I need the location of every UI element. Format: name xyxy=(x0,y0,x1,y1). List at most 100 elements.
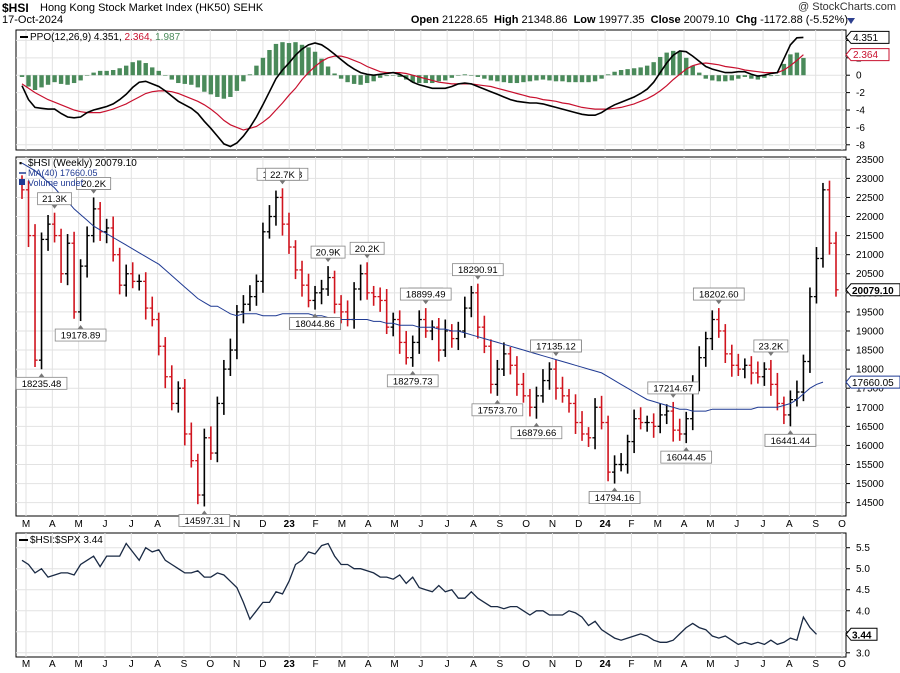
price-callout-box xyxy=(660,450,713,464)
ppo-histogram-bar xyxy=(286,43,292,76)
price-legend-swatch: ▪ xyxy=(19,158,22,168)
ppo-histogram-bar xyxy=(469,75,474,76)
price-tick-label: 16000 xyxy=(856,441,884,452)
price-callout-label: 14597.31 xyxy=(185,516,225,527)
price-x-tick-label: A xyxy=(365,519,372,530)
ppo-histogram-bar xyxy=(508,75,513,84)
price-x-tick-label: A xyxy=(681,519,688,530)
ratio-x-tick-label: A xyxy=(470,659,477,670)
ppo-histogram-bar xyxy=(390,75,396,76)
ppo-histogram-bar xyxy=(260,57,266,76)
price-callout-label: 18290.91 xyxy=(458,265,498,276)
ppo-histogram-bar xyxy=(143,63,148,76)
volume-legend-swatch xyxy=(19,179,25,185)
price-callout-label: 16044.45 xyxy=(666,453,706,464)
ppo-histogram-bar xyxy=(332,73,337,76)
ppo-histogram-bar xyxy=(104,70,109,76)
ppo-histogram-bar xyxy=(299,44,305,76)
high-label: High xyxy=(494,14,519,26)
price-x-tick-label: 24 xyxy=(600,519,612,530)
price-callout-box xyxy=(310,245,346,259)
price-x-tick-label: N xyxy=(233,519,240,530)
ppo-histogram-bar xyxy=(208,75,214,95)
price-callout-box xyxy=(471,403,524,417)
ppo-histogram-bar xyxy=(755,75,761,80)
callout-pointer xyxy=(670,393,677,398)
ratio-line xyxy=(21,542,817,646)
price-tick-label: 22000 xyxy=(856,212,884,223)
ppo-histogram-bar xyxy=(579,75,585,83)
open-label: Open xyxy=(410,14,439,26)
ppo-tick-label: -6 xyxy=(856,123,865,134)
price-callout-label: 17573.70 xyxy=(478,405,518,416)
price-callout-box xyxy=(178,514,231,527)
price-tick-label: 19500 xyxy=(856,307,884,318)
ratio-tick-label: 5.5 xyxy=(856,543,870,554)
price-x-tick-label: J xyxy=(445,519,450,530)
ratio-end-label: 3.44 xyxy=(852,630,872,641)
ppo-histogram-bar xyxy=(377,75,383,78)
ppo-histogram-bar xyxy=(202,75,207,92)
ppo-histogram-bar xyxy=(527,75,533,82)
ppo-histogram-bar xyxy=(794,52,800,76)
price-x-tick-label: J xyxy=(761,519,766,530)
ppo-histogram-bar xyxy=(52,75,57,83)
ratio-x-tick-label: J xyxy=(102,659,107,670)
price-callout-label: 17214.67 xyxy=(653,383,693,394)
change-label: Chg xyxy=(735,14,758,26)
price-callout-box xyxy=(530,339,582,353)
ratio-x-tick-label: S xyxy=(181,659,188,670)
ppo-histogram-bar xyxy=(456,75,461,76)
ppo-histogram-bar xyxy=(625,69,630,76)
instrument-title: Hong Kong Stock Market Index (HK50) xyxy=(40,2,231,14)
close-value: 20079.10 xyxy=(683,14,730,26)
callout-pointer xyxy=(364,254,371,259)
ppo-histogram-bar xyxy=(684,57,689,76)
callout-pointer xyxy=(77,325,84,330)
price-x-tick-label: A xyxy=(470,519,477,530)
price-end-label: 20079.10 xyxy=(852,286,894,297)
price-callout-label: 18899.49 xyxy=(406,290,446,301)
ratio-x-tick-label: M xyxy=(390,659,398,670)
ppo-histogram-bar xyxy=(293,42,298,76)
ma-end-label: 17660.05 xyxy=(852,378,894,389)
price-callout-box xyxy=(764,433,817,447)
price-callout-box xyxy=(265,167,300,181)
price-tick-label: 23500 xyxy=(856,155,884,166)
change-down-arrow-icon xyxy=(847,18,855,24)
price-x-tick-label: F xyxy=(312,519,318,530)
price-callout-label: 18279.73 xyxy=(393,376,433,387)
ppo-histogram-bar xyxy=(540,75,546,80)
price-callout-label: 22.7K xyxy=(270,170,295,181)
ppo-histogram-bar xyxy=(599,75,604,79)
ppo-histogram-bar xyxy=(592,75,598,82)
price-x-tick-label: S xyxy=(496,519,503,530)
ppo-histogram-bar xyxy=(182,75,187,84)
ppo-histogram-bar xyxy=(788,54,793,76)
ppo-histogram-bar xyxy=(534,75,539,81)
ppo-histogram-bar xyxy=(612,71,617,76)
ratio-x-tick-label: S xyxy=(496,659,503,670)
ppo-tick-label: -4 xyxy=(856,106,865,117)
callout-pointer xyxy=(422,300,429,305)
ppo-tick-label: -8 xyxy=(856,140,865,151)
ppo-histogram-bar xyxy=(742,75,748,77)
ppo-histogram-bar xyxy=(91,72,96,76)
ratio-x-tick-label: N xyxy=(233,659,240,670)
ppo-legend: PPO(12,26,9) 4.351, 2.364, 1.987 xyxy=(30,32,181,43)
price-panel-frame xyxy=(15,156,847,517)
callout-pointer xyxy=(90,189,97,194)
price-x-tick-label: A xyxy=(786,519,793,530)
ppo-histogram-bar xyxy=(475,75,481,77)
price-x-tick-label: A xyxy=(154,519,161,530)
price-callout-box xyxy=(54,328,107,342)
ohlc-readout: Open 21228.65 High 21348.86 Low 19977.35… xyxy=(411,14,848,26)
ppo-histogram-bar xyxy=(195,75,201,88)
ppo-histogram-bar xyxy=(345,75,350,83)
ratio-tick-label: 5.0 xyxy=(856,564,870,575)
ppo-histogram-bar xyxy=(710,75,715,81)
change-value: -1172.88 (-5.52%) xyxy=(760,14,848,26)
price-tick-label: 17000 xyxy=(856,403,884,414)
ratio-x-tick-label: F xyxy=(628,659,634,670)
ratio-x-tick-label: J xyxy=(418,659,423,670)
